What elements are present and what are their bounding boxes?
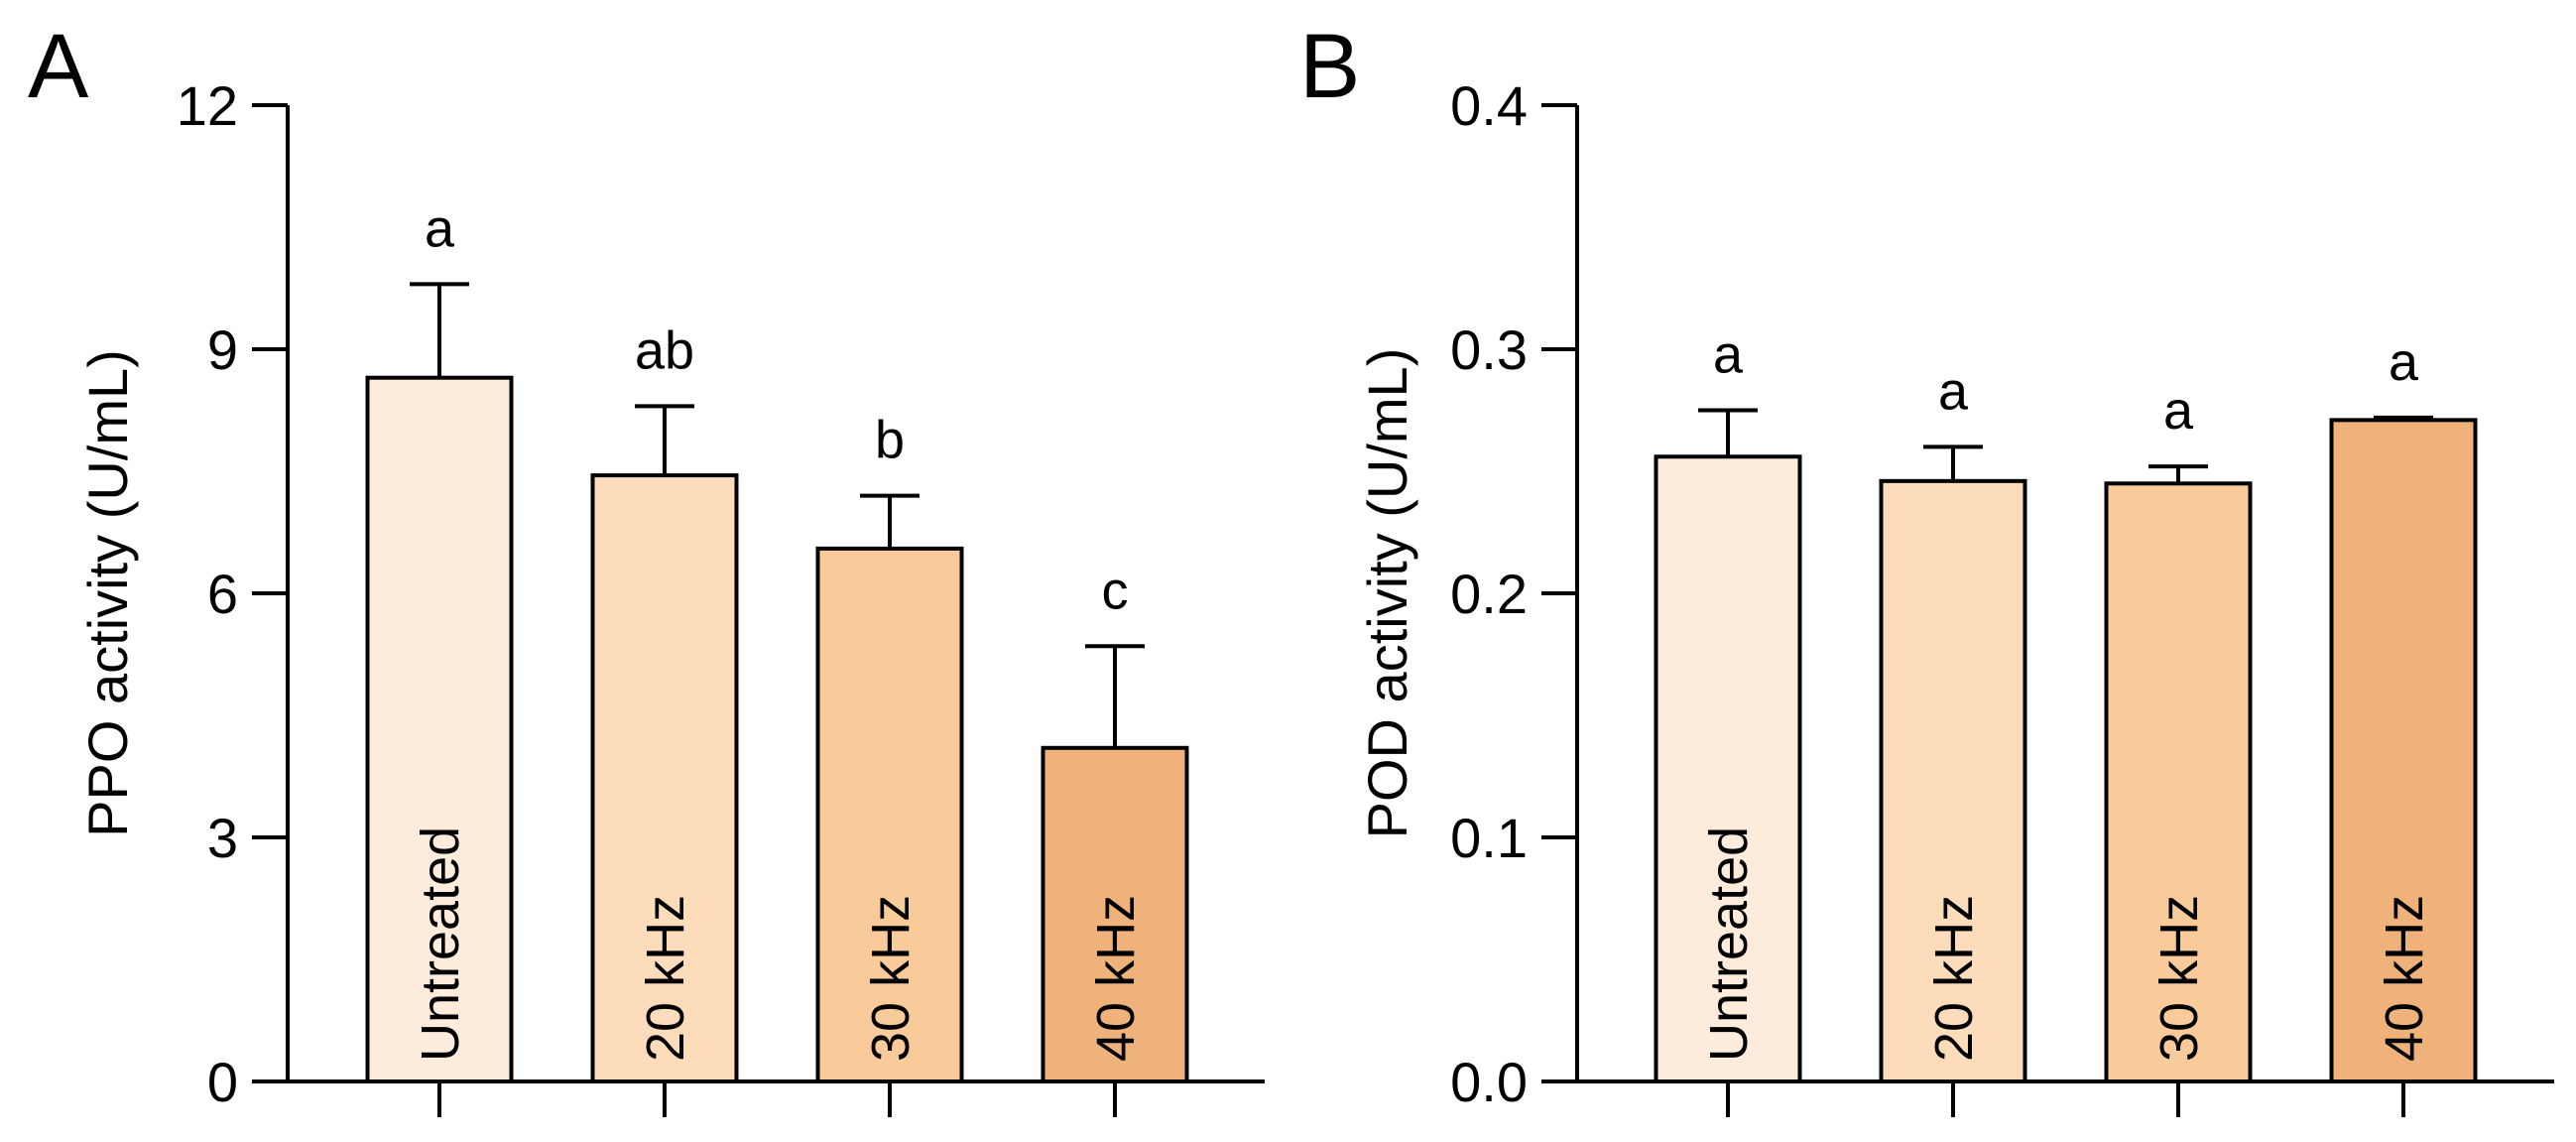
y-tick-label: 0 bbox=[207, 1051, 238, 1113]
y-tick-label: 0.2 bbox=[1450, 563, 1528, 625]
category-label: 30 kHz bbox=[861, 895, 920, 1062]
y-tick-label: 6 bbox=[207, 563, 238, 625]
panel-label: A bbox=[28, 16, 89, 117]
bar bbox=[1879, 478, 2027, 1083]
significance-label: a bbox=[1938, 361, 1969, 421]
category-label: 40 kHz bbox=[2375, 895, 2434, 1062]
significance-label: c bbox=[1102, 561, 1129, 620]
category-label: 20 kHz bbox=[636, 895, 695, 1062]
category-label: 40 kHz bbox=[1086, 895, 1146, 1062]
panel-a: A PPO activity (U/mL) a Untreated ab 20 kHz b 3… bbox=[28, 16, 1265, 1117]
significance-label: ab bbox=[635, 320, 694, 380]
y-tick-label: 3 bbox=[207, 807, 238, 869]
panel-b: B POD activity (U/mL) a Untreated a 20 kHz a 30… bbox=[1299, 16, 2554, 1117]
category-label: 20 kHz bbox=[1924, 895, 1984, 1062]
category-label: 30 kHz bbox=[2149, 895, 2209, 1062]
bar bbox=[2104, 481, 2253, 1083]
panel-label: B bbox=[1299, 16, 1360, 117]
y-tick-label: 0.0 bbox=[1450, 1051, 1528, 1113]
y-tick-label: 0.1 bbox=[1450, 807, 1528, 869]
significance-label: a bbox=[2163, 381, 2194, 441]
significance-label: a bbox=[1713, 325, 1744, 385]
y-tick-label: 0.4 bbox=[1450, 74, 1528, 137]
significance-label: b bbox=[875, 411, 905, 470]
y-tick-label: 9 bbox=[207, 318, 238, 381]
bar bbox=[365, 375, 514, 1083]
category-label: Untreated bbox=[411, 826, 470, 1062]
bar bbox=[1654, 454, 1802, 1083]
y-axis-title: POD activity (U/mL) bbox=[1356, 348, 1418, 839]
significance-label: a bbox=[2389, 332, 2419, 392]
significance-label: a bbox=[425, 198, 455, 258]
category-label: Untreated bbox=[1699, 826, 1759, 1062]
y-tick-label: 12 bbox=[177, 74, 238, 137]
y-tick-label: 0.3 bbox=[1450, 318, 1528, 381]
bar bbox=[2329, 418, 2478, 1083]
y-axis-title: PPO activity (U/mL) bbox=[76, 349, 139, 837]
bar bbox=[815, 546, 964, 1083]
